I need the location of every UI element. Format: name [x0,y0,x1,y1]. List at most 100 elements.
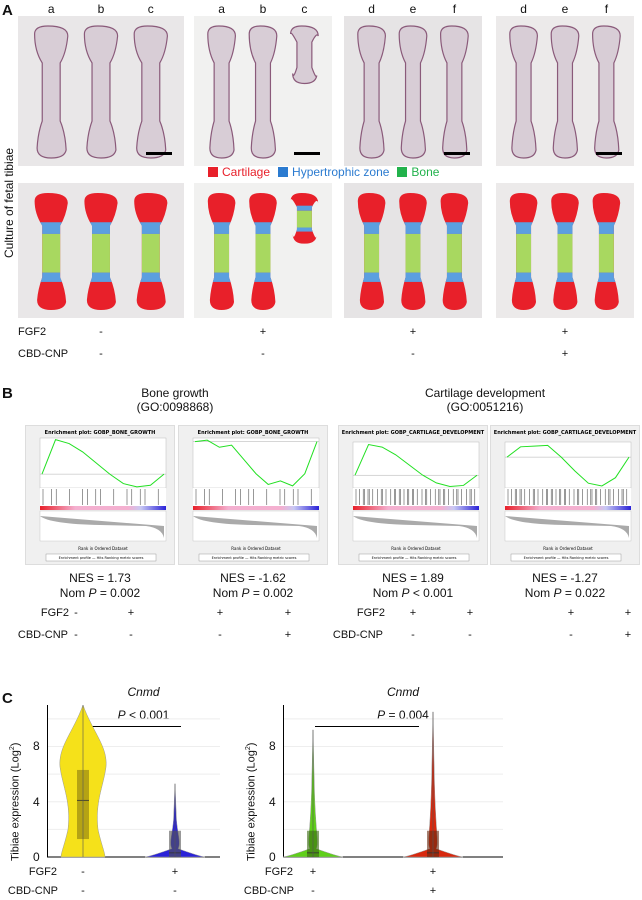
condition-value: - [81,885,85,897]
hypertrophic-region [34,272,68,282]
condition-label: FGF2 [28,866,57,878]
enrichment-plot-title: Enrichment plot: GOBP_BONE_GROWTH [198,430,309,436]
ranking-color-bar [40,506,166,510]
enrichment-plot-title: Enrichment plot: GOBP_CARTILAGE_DEVELOPM… [342,430,485,436]
condition-value: + [259,326,267,338]
geneset-title-bone: Bone growth (GO:0098868) [100,386,250,414]
geneset-name: Cartilage development [424,386,546,400]
condition-value: - [411,348,415,360]
enrichment-profile-line [41,439,165,488]
condition-value: - [81,866,85,878]
column-letter: f [604,2,609,16]
hypertrophic-region [357,222,386,234]
y-tick-label: 0 [33,850,40,864]
panel-a-label: A [2,2,13,19]
hypertrophic-region [399,272,427,282]
legend-hypertrophic: Hypertrophic zone [292,165,390,179]
y-tick-label: 8 [269,739,276,754]
ranking-color-bar [505,506,631,510]
es-plot-area [352,441,480,489]
tissue-legend: Cartilage Hypertrophic zone Bone [208,165,439,179]
gsea-enrichment-plot: Enrichment plot: GOBP_BONE_GROWTH Rank in… [25,425,175,565]
es-plot-area [192,437,320,489]
bone-region [440,233,469,273]
histology-tibiae-image [18,16,184,166]
x-axis-label: Rank in Ordered Dataset [543,546,593,551]
plot-legend-box [198,553,310,562]
column-letter: f [452,2,457,16]
bone-region [84,233,118,273]
tibia [33,25,69,159]
hypertrophic-region [290,205,319,211]
condition-label: CBD-CNP [332,629,383,641]
condition-value: - [99,326,103,338]
hypertrophic-region [290,227,319,232]
es-plot-area [504,441,632,489]
scale-bar [146,152,172,155]
nom-p-value: Nom P = 0.002 [212,586,294,600]
condition-value: - [74,607,78,619]
tibia [83,25,119,159]
y-tick-label: 4 [33,794,40,809]
legend-swatch-bone [397,167,408,177]
hypertrophic-region [84,272,118,282]
tibia [133,25,169,159]
hypertrophic-region [509,272,538,282]
condition-value: + [284,607,292,619]
gene-name: Cnmd [127,685,160,699]
ranking-metric-area [352,510,480,542]
legend-swatch-cartilage [208,167,218,177]
bone-region [357,233,386,273]
scale-bar [596,152,622,155]
tibia-segmented [357,193,386,310]
enrichment-plot-title: Enrichment plot: GOBP_BONE_GROWTH [45,430,156,436]
hypertrophic-region [509,222,538,234]
condition-value: + [561,326,569,338]
ranking-metric-area [192,510,320,542]
nes-stats: NES = 1.89 Nom P < 0.001 [338,571,488,601]
es-plot-area [39,437,167,489]
condition-label: FGF2 [18,326,47,338]
bone-region [134,233,168,273]
histology-tibiae-image [194,16,332,166]
tibia-segmented [207,193,236,310]
condition-label: FGF2 [40,607,69,619]
tibia-segmented [509,193,538,310]
condition-value: - [218,629,222,641]
y-axis-label: Tibiae expression (Log2) [9,742,22,861]
tibia-segmented [440,193,469,310]
nom-p-value: Nom P < 0.001 [372,586,454,600]
hypertrophic-region [551,222,579,234]
column-letter: c [301,2,308,16]
ranking-color-bar [193,506,319,510]
condition-value: + [409,607,417,619]
condition-value: - [411,629,415,641]
significance-bar [315,726,419,727]
hypertrophic-region [399,222,427,234]
histology-tibiae-image [496,16,634,166]
bone-region [399,233,427,273]
hypertrophic-region [440,272,469,282]
plot-legend: Enrichment profile — Hits Ranking metric… [212,556,297,560]
condition-value: + [561,348,569,360]
gsea-enrichment-plot: Enrichment plot: GOBP_CARTILAGE_DEVELOPM… [490,425,640,565]
ranking-metric-area [39,510,167,542]
tibia [357,25,387,159]
plot-legend-box [358,553,470,562]
geneset-go: (GO:0098868) [136,400,214,414]
column-letter: e [409,2,417,16]
condition-value: - [468,629,472,641]
x-axis-label: Rank in Ordered Dataset [78,546,128,551]
hypertrophic-region [207,272,236,282]
legend-bone: Bone [411,165,440,179]
condition-label: CBD-CNP [18,348,69,360]
tibia-segmented [290,193,319,244]
condition-value: + [127,607,135,619]
tibia [248,25,278,159]
x-axis-label: Rank in Ordered Dataset [391,546,441,551]
nes-value: NES = -1.62 [220,571,286,585]
legend-cartilage: Cartilage [222,165,271,179]
hits-area [40,488,166,508]
condition-value: - [311,885,315,897]
